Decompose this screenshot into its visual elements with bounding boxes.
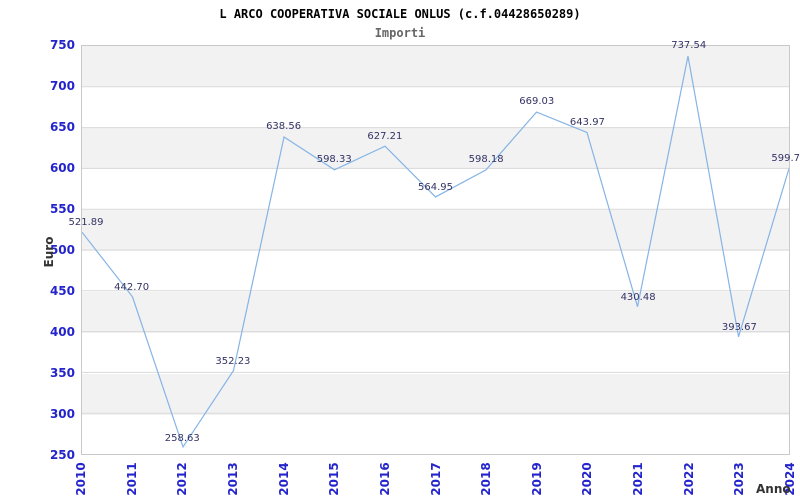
plot-area xyxy=(81,45,790,455)
x-axis-title: Anno xyxy=(756,482,791,496)
point-value-label: 430.48 xyxy=(620,292,656,303)
chart-subtitle: Importi xyxy=(374,26,426,40)
x-tick-label: 2018 xyxy=(479,462,494,496)
point-value-label: 393.67 xyxy=(721,322,757,334)
point-value-label: 258.63 xyxy=(164,432,200,444)
point-value-label: 442.70 xyxy=(114,281,150,293)
x-tick-label: 2023 xyxy=(732,462,747,496)
point-value-label: 564.95 xyxy=(418,181,453,193)
x-tick-label: 2010 xyxy=(74,462,88,496)
line-chart-svg xyxy=(82,56,789,449)
point-value-label: 627.21 xyxy=(367,130,403,142)
point-value-label: 669.03 xyxy=(519,96,555,108)
x-tick-label: 2011 xyxy=(124,462,139,496)
point-value-label: 598.33 xyxy=(316,154,352,166)
y-tick-label: 300 xyxy=(49,407,75,421)
x-tick-label: 2016 xyxy=(377,462,392,496)
y-axis-title: Euro xyxy=(42,236,56,268)
y-tick-label: 500 xyxy=(49,243,75,257)
x-tick-label: 2017 xyxy=(428,462,443,496)
point-value-label: 638.56 xyxy=(266,121,302,133)
y-tick-label: 400 xyxy=(49,325,75,339)
series-line xyxy=(82,56,789,449)
point-value-label: 598.18 xyxy=(468,154,504,166)
x-tick-label: 2022 xyxy=(681,462,696,496)
x-tick-label: 2020 xyxy=(580,462,595,496)
point-value-label: 521.89 xyxy=(68,217,104,229)
x-tick-label: 2012 xyxy=(175,462,190,496)
point-value-label: 599.7 xyxy=(771,153,800,165)
x-tick-label: 2019 xyxy=(529,462,544,496)
y-tick-label: 750 xyxy=(49,38,75,52)
point-value-label: 737.54 xyxy=(671,40,707,52)
x-tick-label: 2015 xyxy=(327,462,342,496)
y-tick-label: 550 xyxy=(49,202,75,216)
y-tick-label: 450 xyxy=(49,284,75,298)
point-value-label: 352.23 xyxy=(215,356,251,368)
x-tick-label: 2014 xyxy=(276,462,291,496)
chart-title: L ARCO COOPERATIVA SOCIALE ONLUS (c.f.04… xyxy=(219,7,581,21)
x-tick-label: 2013 xyxy=(225,462,240,496)
point-value-label: 643.97 xyxy=(569,116,605,128)
y-tick-label: 600 xyxy=(49,161,75,175)
x-tick-label: 2021 xyxy=(631,462,646,496)
y-tick-label: 250 xyxy=(49,448,75,462)
y-tick-label: 350 xyxy=(49,366,75,380)
y-tick-label: 700 xyxy=(49,79,75,93)
y-tick-label: 650 xyxy=(49,120,75,134)
